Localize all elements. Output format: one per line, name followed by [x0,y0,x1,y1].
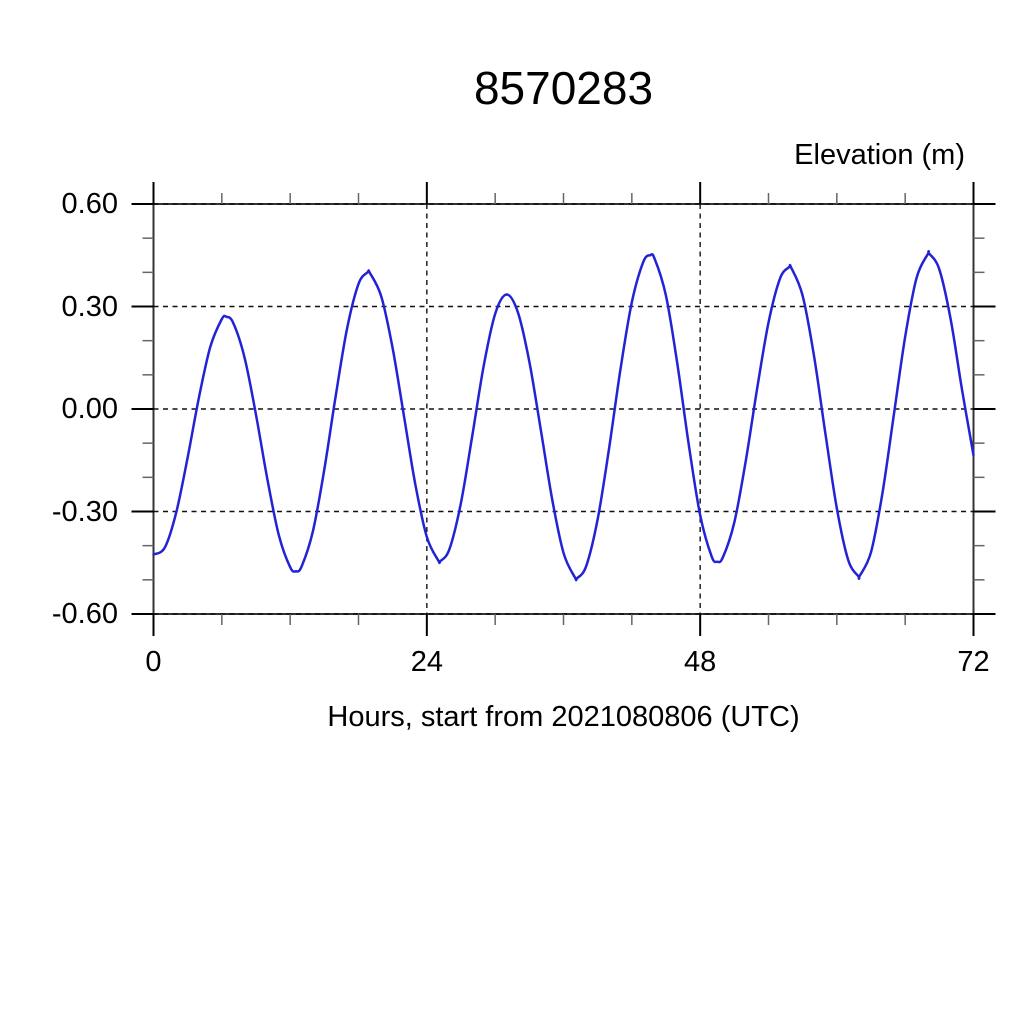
y-tick-label: 0.30 [61,290,118,323]
elevation-axis-title: Elevation (m) [794,139,965,171]
x-tick-label: 72 [957,646,990,678]
y-tick-label: -0.30 [51,495,118,528]
x-tick-label: 48 [684,646,717,678]
x-tick-label: 24 [410,646,443,678]
station-id-title: 8570283 [473,62,654,114]
time-axis-caption: Hours, start from 2021080806 (UTC) [327,701,800,733]
elevation-curve [152,249,975,582]
y-tick-label: 0.00 [61,393,118,425]
x-tick-label: 0 [145,646,162,678]
y-tick-label: 0.60 [61,188,118,220]
y-tick-label: -0.60 [51,598,118,630]
